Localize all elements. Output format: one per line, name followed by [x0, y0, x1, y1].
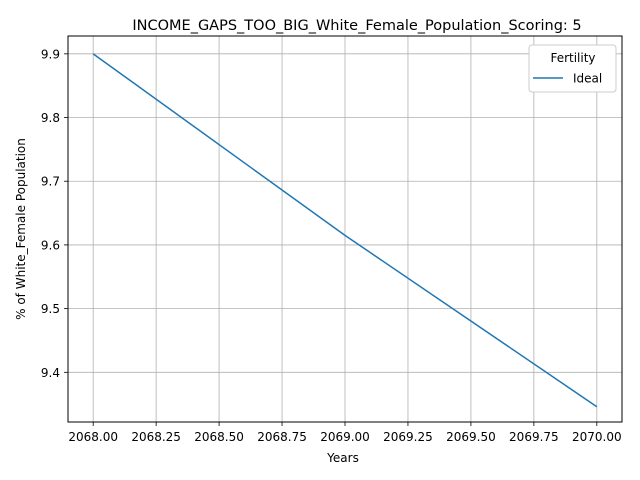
chart-title: INCOME_GAPS_TOO_BIG_White_Female_Populat…: [132, 18, 581, 34]
x-axis-label: Years: [326, 451, 359, 465]
grid: [68, 36, 622, 422]
y-tick-label: 9.7: [41, 175, 60, 189]
y-tick-label: 9.4: [41, 366, 60, 380]
y-tick-label: 9.9: [41, 47, 60, 61]
x-tick-label: 2069.75: [509, 430, 559, 444]
x-axis: 2068.00 2068.25 2068.50 2068.75 2069.00 2069.…: [68, 422, 622, 444]
y-tick-label: 9.6: [41, 238, 60, 252]
x-tick-label: 2069.25: [383, 430, 433, 444]
x-tick-label: 2069.00: [320, 430, 370, 444]
y-tick-label: 9.8: [41, 111, 60, 125]
series-line-ideal: [92, 53, 598, 408]
x-tick-label: 2068.50: [194, 430, 244, 444]
series-group: [92, 53, 598, 408]
x-tick-label: 2068.75: [257, 430, 307, 444]
legend: Fertility Ideal: [528, 44, 617, 93]
y-tick-label: 9.5: [41, 302, 60, 316]
legend-label: Ideal: [573, 72, 602, 86]
y-axis-label: % of White_Female Population: [14, 138, 28, 320]
legend-box: [528, 44, 617, 93]
y-axis: 9.4 9.5 9.6 9.7 9.8 9.9: [41, 47, 68, 380]
x-tick-label: 2068.00: [68, 430, 118, 444]
x-tick-label: 2068.25: [131, 430, 181, 444]
x-tick-label: 2069.50: [446, 430, 496, 444]
x-tick-label: 2070.00: [572, 430, 622, 444]
legend-title: Fertility: [550, 51, 595, 65]
